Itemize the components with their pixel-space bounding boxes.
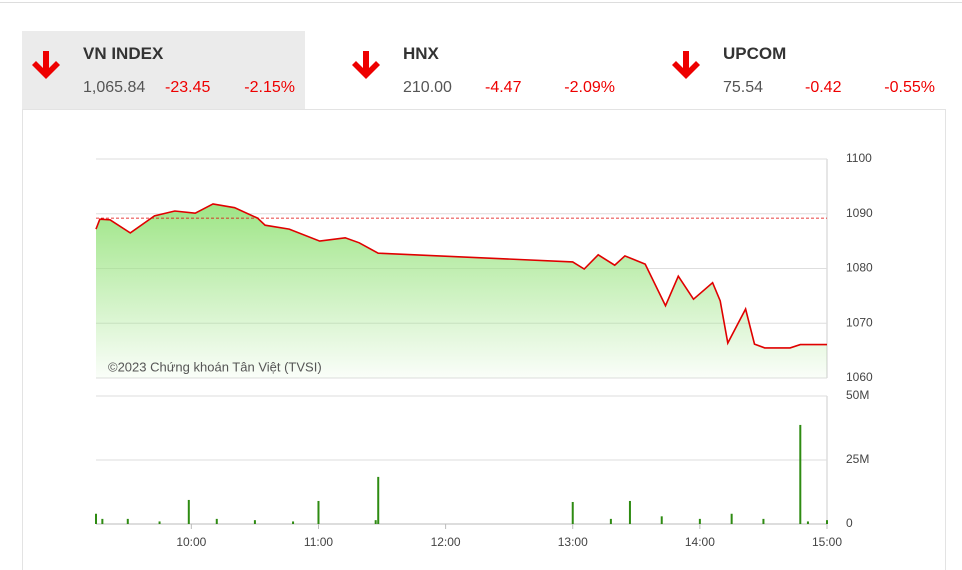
volume-bar bbox=[660, 516, 663, 524]
chart-panel: 1060 1070 1080 1090 1100 ©2023 Chứng khoán Tâ… bbox=[22, 109, 946, 570]
ticker-percent: -2.15% bbox=[244, 79, 295, 96]
volume-bar bbox=[571, 501, 574, 524]
volume-bar bbox=[374, 520, 377, 524]
volume-bar bbox=[762, 518, 765, 524]
ticker-change: -0.42 bbox=[805, 79, 842, 96]
volume-bar bbox=[730, 513, 733, 524]
x-tick-label: 14:00 bbox=[685, 535, 715, 549]
down-arrow bbox=[32, 51, 60, 79]
x-tick-label: 12:00 bbox=[431, 535, 461, 549]
volume-bar bbox=[95, 513, 97, 524]
volume-bar bbox=[253, 520, 256, 524]
y-tick-label: 1080 bbox=[846, 261, 873, 275]
ticker[interactable]: UPCOM 75.54 -0.42 -0.55% bbox=[662, 31, 945, 109]
volume-bar bbox=[215, 518, 218, 524]
area-fill bbox=[96, 203, 827, 378]
x-tick-label: 11:00 bbox=[304, 535, 333, 549]
volume-bar bbox=[609, 518, 612, 524]
ticker-name: VN INDEX bbox=[83, 44, 164, 63]
volume-bar bbox=[101, 518, 104, 524]
top-border bbox=[0, 0, 962, 3]
ticker-change: -4.47 bbox=[485, 79, 522, 96]
volume-bar bbox=[799, 424, 802, 524]
x-tick-label: 15:00 bbox=[812, 535, 842, 549]
volume-bar bbox=[826, 520, 828, 524]
volume-bar bbox=[628, 500, 631, 524]
ticker-name: HNX bbox=[403, 44, 439, 63]
ticker-price: 210.00 bbox=[403, 79, 452, 96]
y-tick-label: 25M bbox=[846, 452, 869, 466]
ticker-price: 1,065.84 bbox=[83, 79, 146, 96]
y-tick-label: 50M bbox=[846, 388, 869, 402]
volume-bar bbox=[377, 476, 380, 524]
down-arrow bbox=[352, 51, 380, 79]
ticker-price: 75.54 bbox=[723, 79, 764, 96]
ticker[interactable]: HNX 210.00 -4.47 -2.09% bbox=[342, 31, 625, 109]
x-tick-label: 13:00 bbox=[558, 535, 588, 549]
ticker-percent: -0.55% bbox=[884, 79, 935, 96]
y-tick-label: 1070 bbox=[846, 315, 873, 329]
chart: 1060 1070 1080 1090 1100 ©2023 Chứng khoán Tâ… bbox=[95, 151, 873, 549]
y-tick-label: 1100 bbox=[846, 151, 872, 165]
price-line bbox=[95, 203, 827, 349]
y-tick-label: 1090 bbox=[846, 206, 873, 220]
watermark: ©2023 Chứng khoán Tân Việt (TVSI) bbox=[108, 359, 322, 374]
volume-bar bbox=[187, 499, 190, 524]
y-tick-label: 1060 bbox=[846, 370, 873, 384]
volume-bar bbox=[806, 521, 809, 524]
volume-bar bbox=[158, 521, 161, 524]
x-tick-label: 10:00 bbox=[176, 535, 206, 549]
ticker-change: -23.45 bbox=[165, 79, 211, 96]
ticker[interactable]: VN INDEX 1,065.84 -23.45 -2.15% bbox=[22, 31, 305, 109]
y-tick-label: 0 bbox=[846, 516, 853, 530]
ticker-percent: -2.09% bbox=[564, 79, 615, 96]
down-arrow bbox=[672, 51, 700, 79]
volume-bar bbox=[698, 518, 701, 524]
volume-bar bbox=[292, 521, 295, 524]
volume-bar bbox=[126, 518, 129, 524]
volume-bar bbox=[317, 500, 320, 524]
ticker-name: UPCOM bbox=[723, 44, 787, 63]
